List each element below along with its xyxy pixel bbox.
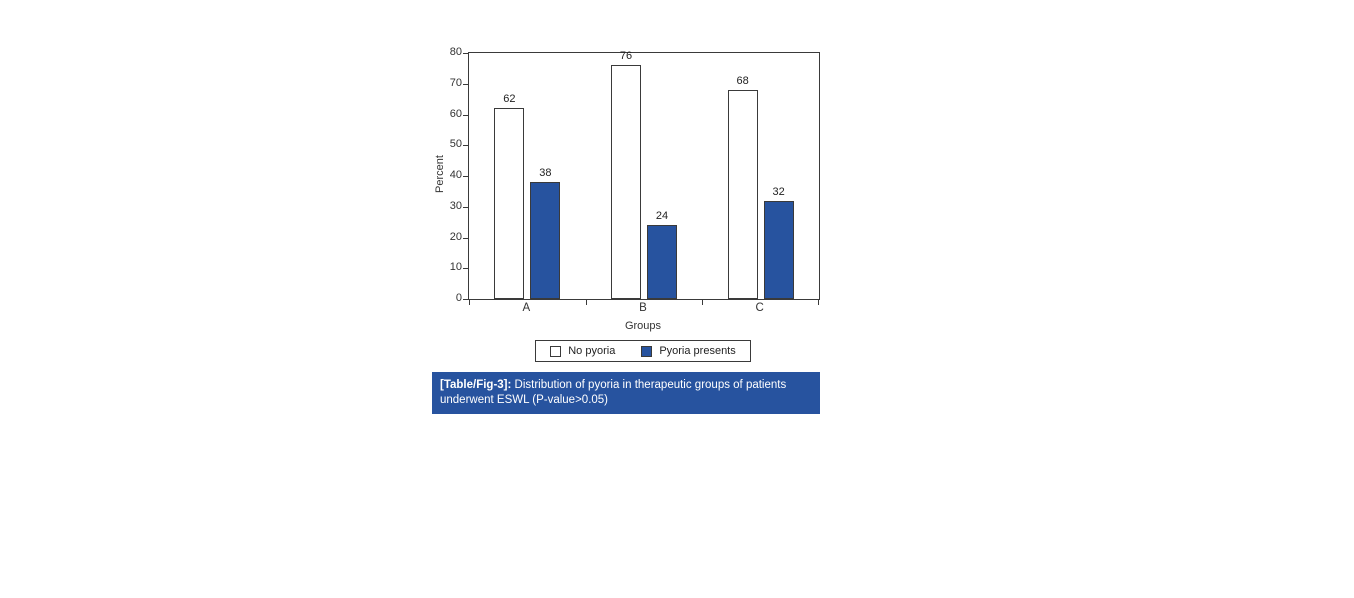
y-tick-label: 40 [449,169,462,181]
x-axis-title: Groups [624,320,662,332]
y-tick-mark [463,268,469,270]
x-tick-mark [586,299,587,305]
bar-value-label: 24 [655,210,669,223]
legend-swatch-icon [641,345,653,357]
y-tick-mark [463,176,469,177]
bar-value-label: 38 [539,167,552,180]
y-tick-label: 20 [449,230,462,243]
legend-item-pyoria-presents: Pyoria presents [641,345,736,357]
y-tick-mark [463,145,469,147]
x-category-label: B [639,302,647,314]
plot-area: 62 38 76 24 68 32 [463,50,820,305]
bar-C-pyoria-presents [763,200,794,299]
x-category-label: A [522,302,531,314]
y-tick-label: 0 [455,292,462,304]
y-tick-mark [463,53,469,54]
figure-caption: [Table/Fig-3]: Distribution of pyoria in… [432,372,820,414]
bar-C-no-pyoria [727,89,758,299]
y-tick-label: 10 [449,261,462,274]
y-tick-label: 70 [449,76,462,89]
y-tick-label: 60 [449,107,462,120]
bar-B-no-pyoria [611,65,641,299]
bar-B-pyoria-presents [647,225,677,299]
legend-item-label: Pyoria presents [659,345,736,357]
bar-A-pyoria-presents [530,182,561,299]
legend-item-label: No pyoria [568,345,616,357]
figure-caption-label: [Table/Fig-3]: [440,379,512,391]
figure-caption-text: Distribution of pyoria in therapeutic gr… [440,379,787,406]
y-tick-mark [463,299,469,300]
x-category-label: C [755,302,764,314]
chart-legend: No pyoria Pyoria presents [535,340,751,362]
bar-value-label: 32 [772,185,785,198]
bar-value-label: 76 [619,50,633,63]
bar-chart: Percent 0 10 20 30 40 50 60 70 80 62 38 76 24 68 32 A… [432,10,820,340]
figure-table-fig-3: Percent 0 10 20 30 40 50 60 70 80 62 38 76 24 68 32 A… [432,10,820,414]
legend-swatch-icon [550,345,562,357]
legend-item-no-pyoria: No pyoria [550,345,615,357]
y-tick-mark [463,83,469,85]
bar-value-label: 62 [503,93,516,106]
y-tick-label: 30 [449,199,462,212]
y-tick-mark [463,237,469,239]
x-tick-mark [702,299,703,305]
y-tick-mark [463,114,469,116]
y-tick-label: 80 [449,46,462,58]
legend-row: No pyoria Pyoria presents [468,340,818,362]
y-tick-mark [463,206,469,208]
x-tick-mark [818,299,819,305]
bar-A-no-pyoria [494,108,525,299]
x-tick-mark [469,299,470,305]
y-tick-label: 50 [449,138,462,151]
bar-value-label: 68 [736,74,749,87]
